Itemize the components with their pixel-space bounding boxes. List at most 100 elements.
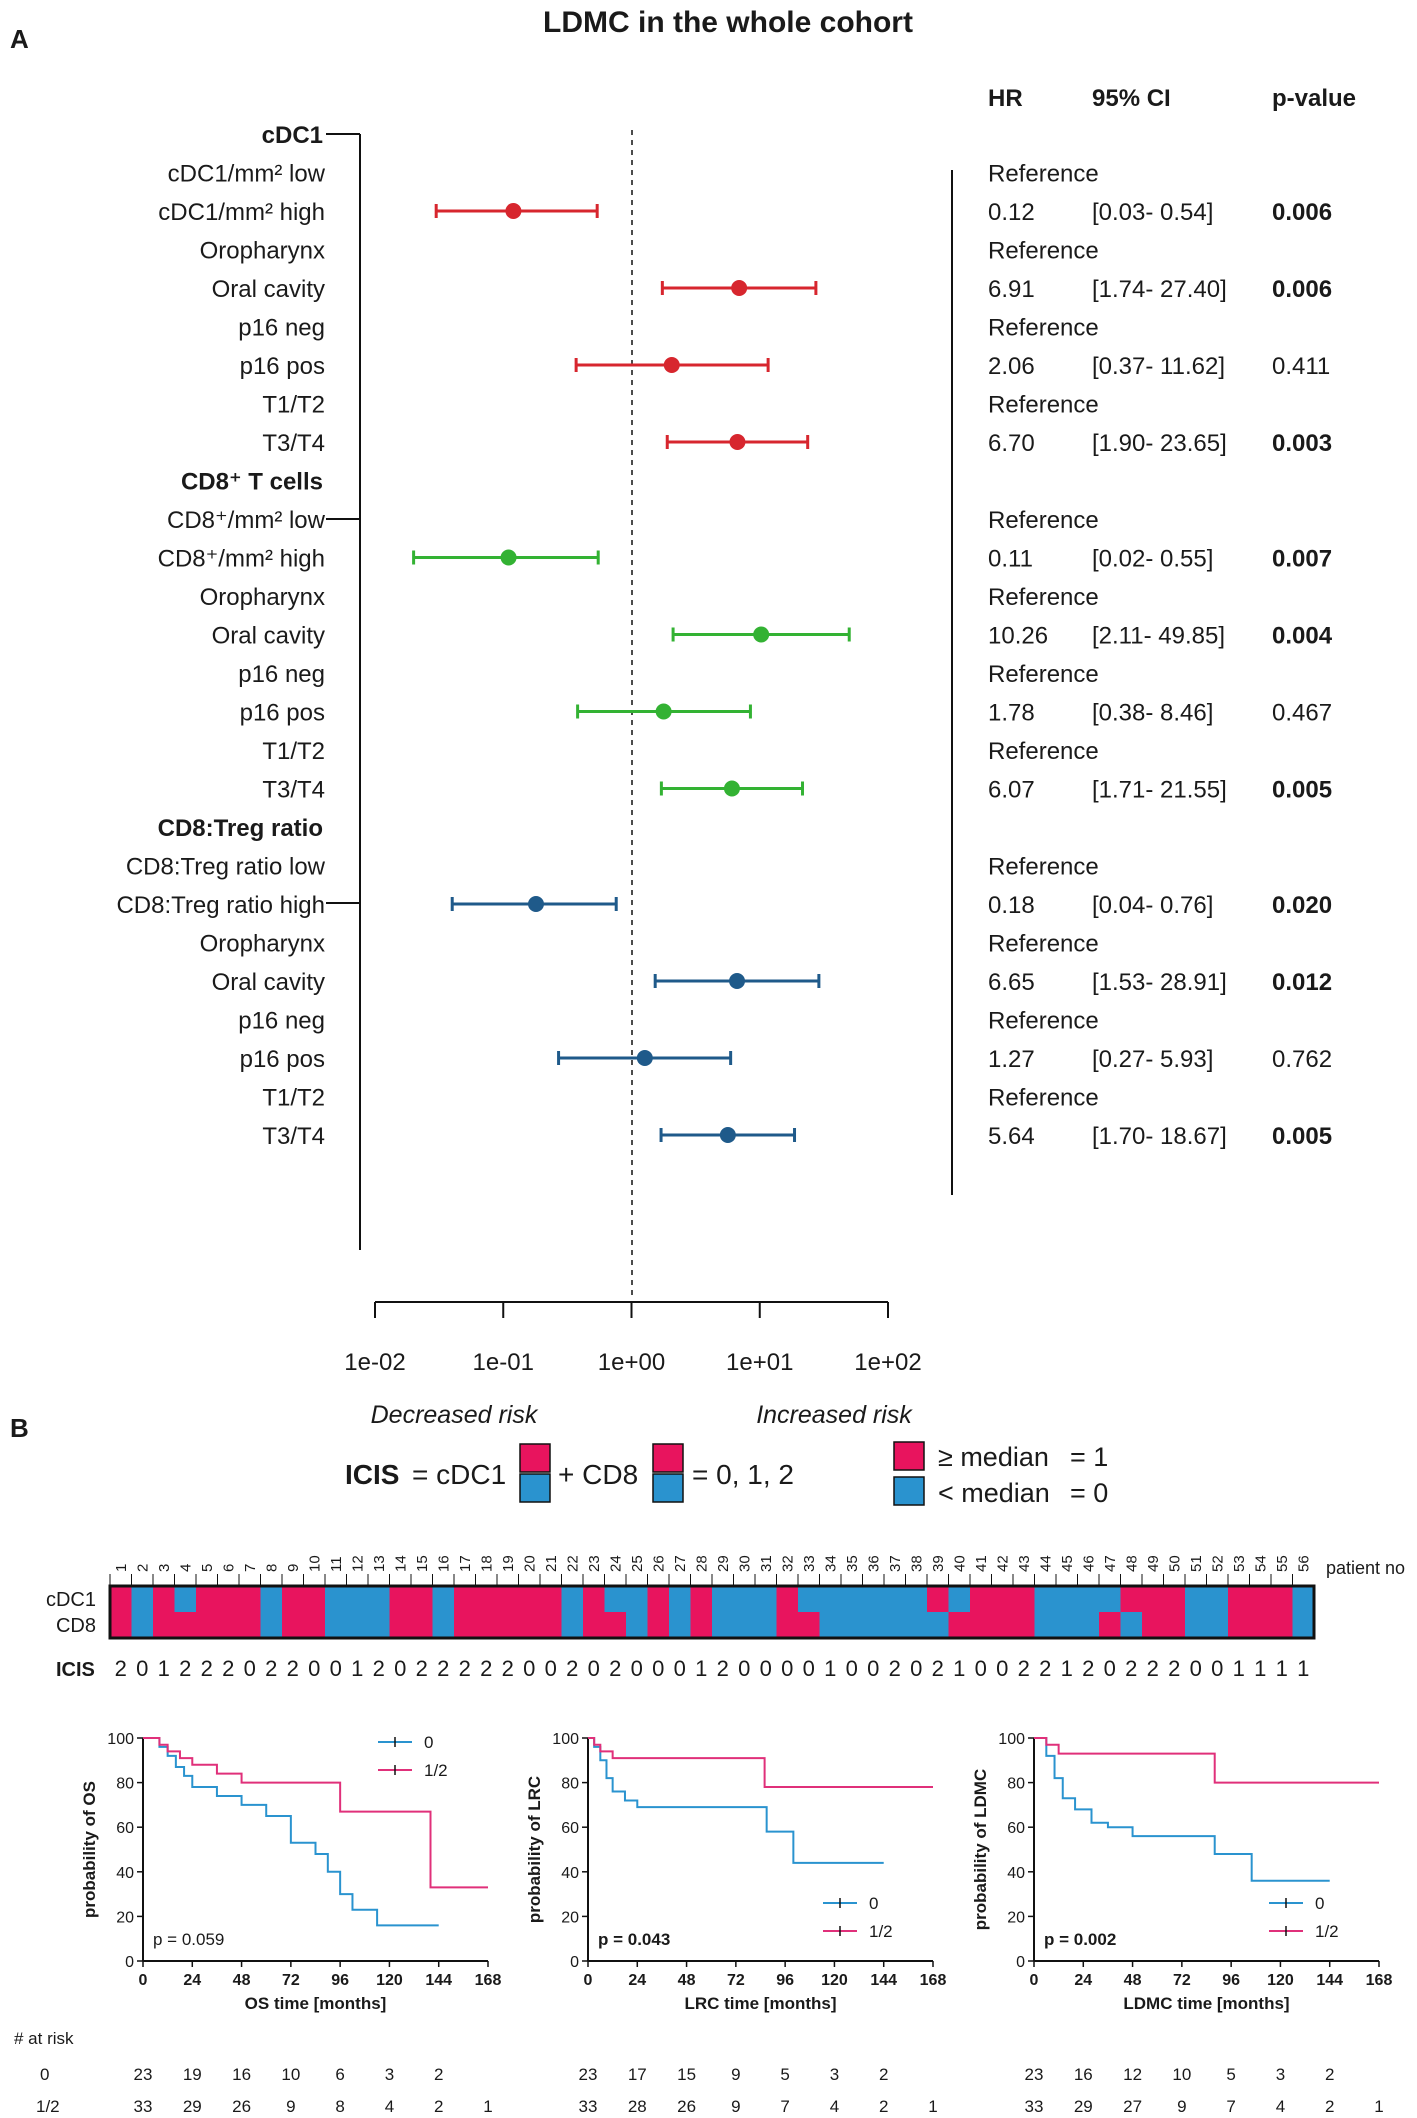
heatmap-cell-cdc1	[798, 1586, 820, 1612]
patient-number: 14	[392, 1555, 409, 1572]
km-y-tick-label: 60	[561, 1820, 579, 1837]
heatmap-cell-cdc1	[690, 1586, 713, 1612]
panel-a-label: A	[10, 24, 29, 54]
icis-value: 2	[1039, 1656, 1051, 1681]
at-risk-12: 8	[335, 2097, 344, 2116]
at-risk-0: 16	[232, 2065, 251, 2084]
heatmap-cell-cd8	[626, 1612, 648, 1638]
icis-value: 2	[502, 1656, 514, 1681]
icis-value: 2	[437, 1656, 449, 1681]
heatmap-cell-cdc1	[1249, 1586, 1272, 1612]
heatmap-cell-cdc1	[454, 1586, 476, 1612]
patient-number: 27	[672, 1555, 689, 1572]
row-hr: Reference	[988, 315, 1099, 342]
km-y-tick-label: 60	[116, 1820, 134, 1837]
icis-value: 0	[1211, 1656, 1223, 1681]
patient-number: 36	[865, 1555, 882, 1572]
icis-value: 0	[523, 1656, 535, 1681]
icis-value: 1	[695, 1656, 707, 1681]
row-label: T1/T2	[262, 392, 325, 419]
heatmap-cell-cdc1	[303, 1586, 326, 1612]
km-x-tick-label: 120	[1267, 1972, 1294, 1989]
km-x-tick-label: 0	[584, 1972, 593, 1989]
icis-value: 0	[631, 1656, 643, 1681]
km-curve-low	[588, 1737, 884, 1864]
km-y-label: probability of LRC	[525, 1776, 544, 1923]
icis-value: 2	[932, 1656, 944, 1681]
row-label: CD8:Treg ratio low	[126, 854, 326, 881]
icis-value: 2	[609, 1656, 621, 1681]
patient-number: 18	[478, 1555, 495, 1572]
km-x-tick-label: 48	[678, 1972, 696, 1989]
row-hr: Reference	[988, 661, 1099, 688]
row-ci: [0.38- 8.46]	[1092, 700, 1213, 727]
patient-number: 34	[822, 1555, 839, 1572]
at-risk-12: 2	[1325, 2097, 1334, 2116]
km-y-tick-label: 20	[1007, 1909, 1025, 1926]
heatmap-cell-cd8	[196, 1612, 218, 1638]
patient-number: 24	[607, 1555, 624, 1572]
km-y-tick-label: 0	[1016, 1954, 1025, 1971]
heatmap-cell-cdc1	[411, 1586, 433, 1612]
row-ci: [1.90- 23.65]	[1092, 430, 1227, 457]
heatmap-cell-cd8	[1249, 1612, 1272, 1638]
km-y-tick-label: 20	[561, 1909, 579, 1926]
km-plot-2: 0 20 40 60 80 100 0 24 48 72 96 120 144 168 LRC time […	[525, 1731, 946, 2013]
heatmap-cell-cd8	[153, 1612, 175, 1638]
row-p-value: 0.020	[1272, 892, 1332, 919]
icis-value: 2	[1018, 1656, 1030, 1681]
patient-number: 12	[349, 1555, 366, 1572]
patient-number: 2	[134, 1564, 151, 1572]
heatmap-cell-cd8	[841, 1612, 863, 1638]
at-risk-12: 1	[928, 2097, 937, 2116]
at-risk-0: 3	[830, 2065, 839, 2084]
heatmap-cell-cdc1	[1099, 1586, 1121, 1612]
heatmap-cell-cdc1	[1206, 1586, 1229, 1612]
row-hr: Reference	[988, 854, 1099, 881]
heatmap-cell-cdc1	[1185, 1586, 1207, 1612]
row-p-value: 0.467	[1272, 700, 1332, 727]
heatmap-cell-cd8	[260, 1612, 283, 1638]
increased-risk-label: Increased risk	[756, 1401, 913, 1429]
heatmap-cell-cd8	[174, 1612, 197, 1638]
row-label: CD8⁺/mm² high	[158, 546, 325, 573]
heatmap-cell-cd8	[1271, 1612, 1293, 1638]
patient-number: 39	[930, 1555, 947, 1572]
at-risk-12: 27	[1123, 2097, 1142, 2116]
heatmap-cell-cdc1	[1142, 1586, 1164, 1612]
row-hr: Reference	[988, 584, 1099, 611]
heatmap-cell-cd8	[905, 1612, 928, 1638]
km-x-tick-label: 144	[425, 1972, 452, 1989]
patient-number: 8	[263, 1564, 280, 1572]
icis-value: 0	[674, 1656, 686, 1681]
km-curve-high	[588, 1737, 933, 1789]
heatmap-cell-cd8	[690, 1612, 713, 1638]
icis-value: 1	[351, 1656, 363, 1681]
icis-value: 0	[308, 1656, 320, 1681]
km-x-tick-label: 72	[282, 1972, 300, 1989]
legend-low-swatch	[893, 1476, 925, 1506]
row-hr: 5.64	[988, 1123, 1035, 1150]
icis-value: 2	[201, 1656, 213, 1681]
at-risk-0: 9	[731, 2065, 740, 2084]
row-ci: [0.03- 0.54]	[1092, 199, 1213, 226]
km-p-value: p = 0.002	[1044, 1930, 1116, 1949]
at-risk-12: 1	[483, 2097, 492, 2116]
icis-value: 0	[867, 1656, 879, 1681]
row-hr: 2.06	[988, 353, 1035, 380]
icis-value: 2	[1125, 1656, 1137, 1681]
km-x-tick-label: 168	[1366, 1972, 1393, 1989]
row-hr: 6.07	[988, 777, 1035, 804]
patient-number: 38	[908, 1555, 925, 1572]
heatmap-cell-cdc1	[583, 1586, 605, 1612]
row-label: p16 neg	[238, 1008, 325, 1035]
legend-high-swatch	[893, 1441, 925, 1471]
heatmap-cell-cdc1	[368, 1586, 390, 1612]
icis-value: 1	[824, 1656, 836, 1681]
x-tick-label: 1e-01	[473, 1349, 534, 1376]
at-risk-0: 16	[1074, 2065, 1093, 2084]
heatmap-cell-cd8	[884, 1612, 906, 1638]
row-label: p16 pos	[240, 353, 325, 380]
km-y-tick-label: 100	[552, 1731, 579, 1748]
km-p-value: p = 0.059	[153, 1930, 224, 1949]
